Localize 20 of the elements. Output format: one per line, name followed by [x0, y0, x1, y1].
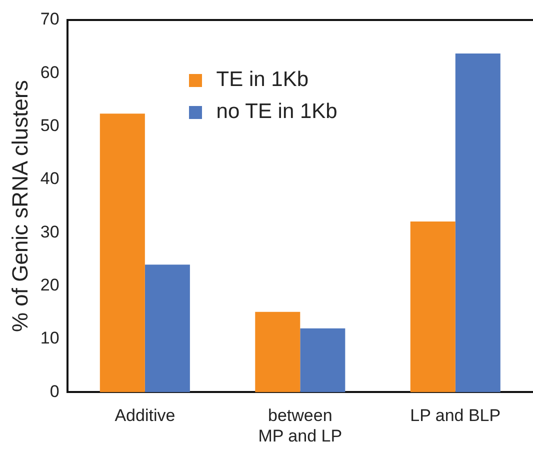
y-tick-label: 70	[40, 10, 60, 29]
y-axis-title: % of Genic sRNA clusters	[7, 80, 32, 332]
bar	[410, 222, 456, 392]
bar	[100, 114, 145, 392]
y-tick-label: 50	[40, 116, 60, 136]
y-tick-label: 0	[50, 382, 60, 401]
x-tick-label: LP and BLP	[410, 406, 501, 426]
legend-label: TE in 1Kb	[216, 68, 309, 92]
y-tick-label: 40	[40, 169, 60, 188]
y-tick-label: 60	[40, 62, 60, 82]
bar	[144, 264, 190, 392]
y-tick-label: 10	[40, 328, 60, 348]
bar	[300, 328, 346, 392]
legend-label: no TE in 1Kb	[216, 100, 338, 124]
x-tick-label: Additive	[114, 406, 176, 426]
bar	[255, 312, 300, 392]
y-tick-label: 20	[40, 276, 60, 295]
x-tick-label: between MP and LP	[258, 406, 342, 446]
bar	[455, 54, 500, 392]
y-tick-label: 30	[40, 222, 60, 242]
